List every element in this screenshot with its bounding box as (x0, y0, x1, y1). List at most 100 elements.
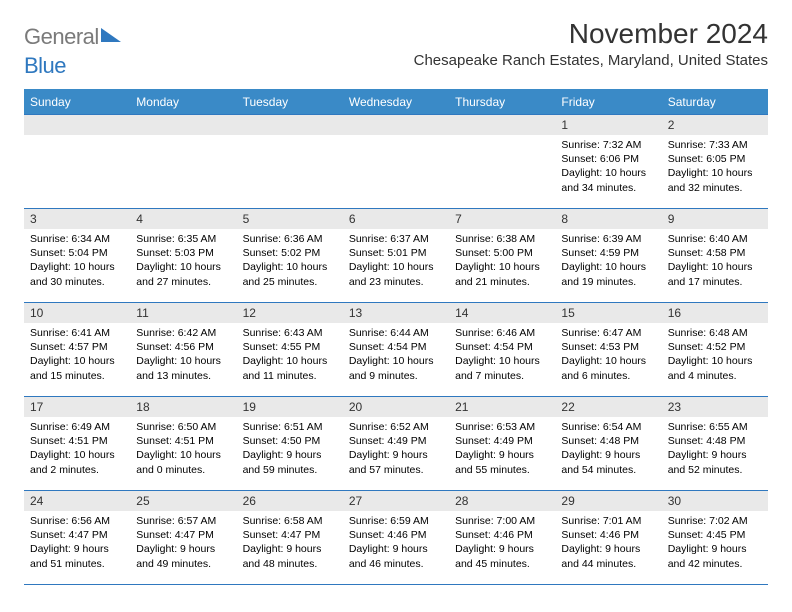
daylight-text: Daylight: 10 hours and 30 minutes. (30, 260, 124, 288)
calendar-cell: 10Sunrise: 6:41 AMSunset: 4:57 PMDayligh… (24, 303, 130, 397)
sunset-text: Sunset: 4:47 PM (243, 528, 337, 542)
date-number: 7 (449, 209, 555, 229)
daylight-text: Daylight: 10 hours and 32 minutes. (668, 166, 762, 194)
day-details: Sunrise: 6:49 AMSunset: 4:51 PMDaylight:… (24, 417, 130, 483)
day-details: Sunrise: 7:01 AMSunset: 4:46 PMDaylight:… (555, 511, 661, 577)
sunrise-text: Sunrise: 7:02 AM (668, 514, 762, 528)
date-number: 9 (662, 209, 768, 229)
daylight-text: Daylight: 9 hours and 57 minutes. (349, 448, 443, 476)
day-details: Sunrise: 6:48 AMSunset: 4:52 PMDaylight:… (662, 323, 768, 389)
calendar-cell: 17Sunrise: 6:49 AMSunset: 4:51 PMDayligh… (24, 397, 130, 491)
sunrise-text: Sunrise: 6:55 AM (668, 420, 762, 434)
day-details: Sunrise: 6:43 AMSunset: 4:55 PMDaylight:… (237, 323, 343, 389)
date-number: 25 (130, 491, 236, 511)
sunset-text: Sunset: 4:46 PM (455, 528, 549, 542)
date-number: 11 (130, 303, 236, 323)
sunset-text: Sunset: 4:49 PM (455, 434, 549, 448)
calendar-body: 1Sunrise: 7:32 AMSunset: 6:06 PMDaylight… (24, 115, 768, 585)
daylight-text: Daylight: 9 hours and 42 minutes. (668, 542, 762, 570)
day-details: Sunrise: 6:54 AMSunset: 4:48 PMDaylight:… (555, 417, 661, 483)
date-number (343, 115, 449, 135)
date-number: 16 (662, 303, 768, 323)
daylight-text: Daylight: 9 hours and 55 minutes. (455, 448, 549, 476)
date-number: 6 (343, 209, 449, 229)
sunrise-text: Sunrise: 6:59 AM (349, 514, 443, 528)
day-details: Sunrise: 6:53 AMSunset: 4:49 PMDaylight:… (449, 417, 555, 483)
date-number: 5 (237, 209, 343, 229)
daylight-text: Daylight: 10 hours and 7 minutes. (455, 354, 549, 382)
day-details: Sunrise: 6:39 AMSunset: 4:59 PMDaylight:… (555, 229, 661, 295)
calendar-cell (130, 115, 236, 209)
daylight-text: Daylight: 10 hours and 6 minutes. (561, 354, 655, 382)
day-details: Sunrise: 7:33 AMSunset: 6:05 PMDaylight:… (662, 135, 768, 201)
logo-text-blue: Blue (24, 53, 66, 78)
day-details: Sunrise: 6:47 AMSunset: 4:53 PMDaylight:… (555, 323, 661, 389)
date-number: 29 (555, 491, 661, 511)
sunset-text: Sunset: 6:05 PM (668, 152, 762, 166)
sunrise-text: Sunrise: 7:00 AM (455, 514, 549, 528)
calendar-cell: 7Sunrise: 6:38 AMSunset: 5:00 PMDaylight… (449, 209, 555, 303)
sunrise-text: Sunrise: 6:46 AM (455, 326, 549, 340)
daylight-text: Daylight: 10 hours and 9 minutes. (349, 354, 443, 382)
sunset-text: Sunset: 4:58 PM (668, 246, 762, 260)
sunset-text: Sunset: 4:59 PM (561, 246, 655, 260)
date-number: 15 (555, 303, 661, 323)
daylight-text: Daylight: 9 hours and 49 minutes. (136, 542, 230, 570)
sunset-text: Sunset: 4:56 PM (136, 340, 230, 354)
day-details: Sunrise: 6:46 AMSunset: 4:54 PMDaylight:… (449, 323, 555, 389)
sunset-text: Sunset: 4:52 PM (668, 340, 762, 354)
calendar-cell: 28Sunrise: 7:00 AMSunset: 4:46 PMDayligh… (449, 491, 555, 585)
date-number: 22 (555, 397, 661, 417)
calendar-cell (449, 115, 555, 209)
date-number: 12 (237, 303, 343, 323)
sunset-text: Sunset: 4:48 PM (668, 434, 762, 448)
date-number: 1 (555, 115, 661, 135)
calendar-cell: 5Sunrise: 6:36 AMSunset: 5:02 PMDaylight… (237, 209, 343, 303)
sunset-text: Sunset: 4:49 PM (349, 434, 443, 448)
day-details: Sunrise: 6:37 AMSunset: 5:01 PMDaylight:… (343, 229, 449, 295)
sunset-text: Sunset: 5:03 PM (136, 246, 230, 260)
date-number: 10 (24, 303, 130, 323)
sunset-text: Sunset: 4:51 PM (136, 434, 230, 448)
calendar-cell: 23Sunrise: 6:55 AMSunset: 4:48 PMDayligh… (662, 397, 768, 491)
day-header: Sunday (24, 90, 130, 115)
daylight-text: Daylight: 9 hours and 52 minutes. (668, 448, 762, 476)
daylight-text: Daylight: 10 hours and 0 minutes. (136, 448, 230, 476)
sunrise-text: Sunrise: 6:56 AM (30, 514, 124, 528)
sunset-text: Sunset: 4:46 PM (561, 528, 655, 542)
date-number: 30 (662, 491, 768, 511)
sunrise-text: Sunrise: 6:52 AM (349, 420, 443, 434)
sunrise-text: Sunrise: 6:35 AM (136, 232, 230, 246)
day-header: Thursday (449, 90, 555, 115)
daylight-text: Daylight: 9 hours and 46 minutes. (349, 542, 443, 570)
sunset-text: Sunset: 4:48 PM (561, 434, 655, 448)
date-number: 13 (343, 303, 449, 323)
calendar-cell: 1Sunrise: 7:32 AMSunset: 6:06 PMDaylight… (555, 115, 661, 209)
date-number: 4 (130, 209, 236, 229)
calendar-cell: 21Sunrise: 6:53 AMSunset: 4:49 PMDayligh… (449, 397, 555, 491)
sunrise-text: Sunrise: 6:43 AM (243, 326, 337, 340)
day-details: Sunrise: 6:55 AMSunset: 4:48 PMDaylight:… (662, 417, 768, 483)
daylight-text: Daylight: 10 hours and 21 minutes. (455, 260, 549, 288)
calendar-cell: 2Sunrise: 7:33 AMSunset: 6:05 PMDaylight… (662, 115, 768, 209)
month-title: November 2024 (414, 18, 768, 50)
sunrise-text: Sunrise: 6:58 AM (243, 514, 337, 528)
sunset-text: Sunset: 4:54 PM (455, 340, 549, 354)
date-number: 21 (449, 397, 555, 417)
sunset-text: Sunset: 4:54 PM (349, 340, 443, 354)
date-number: 14 (449, 303, 555, 323)
date-number: 3 (24, 209, 130, 229)
calendar-cell: 30Sunrise: 7:02 AMSunset: 4:45 PMDayligh… (662, 491, 768, 585)
date-number: 18 (130, 397, 236, 417)
sunset-text: Sunset: 4:55 PM (243, 340, 337, 354)
date-number: 24 (24, 491, 130, 511)
sunset-text: Sunset: 6:06 PM (561, 152, 655, 166)
day-header: Saturday (662, 90, 768, 115)
sunset-text: Sunset: 5:00 PM (455, 246, 549, 260)
calendar-cell: 22Sunrise: 6:54 AMSunset: 4:48 PMDayligh… (555, 397, 661, 491)
calendar-cell: 13Sunrise: 6:44 AMSunset: 4:54 PMDayligh… (343, 303, 449, 397)
calendar-cell: 26Sunrise: 6:58 AMSunset: 4:47 PMDayligh… (237, 491, 343, 585)
day-details: Sunrise: 6:35 AMSunset: 5:03 PMDaylight:… (130, 229, 236, 295)
sunset-text: Sunset: 4:51 PM (30, 434, 124, 448)
daylight-text: Daylight: 9 hours and 44 minutes. (561, 542, 655, 570)
